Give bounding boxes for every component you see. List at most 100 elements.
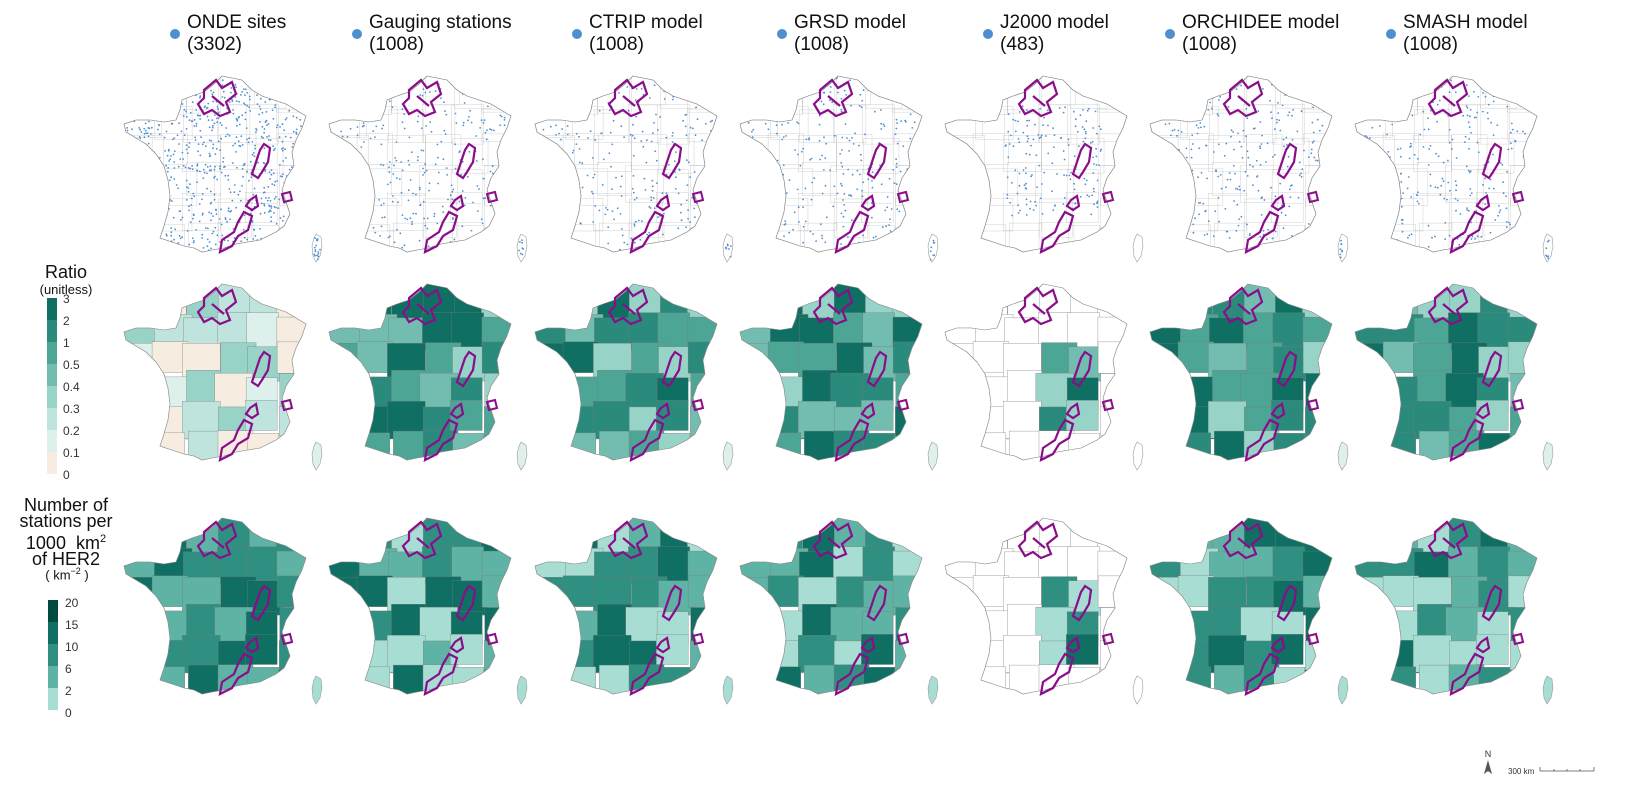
station-point bbox=[1506, 105, 1509, 108]
station-point bbox=[1051, 162, 1054, 165]
station-point bbox=[292, 115, 295, 118]
station-point bbox=[1035, 204, 1037, 207]
station-point bbox=[219, 167, 221, 170]
station-point bbox=[1193, 80, 1195, 83]
station-point bbox=[355, 76, 358, 78]
station-point bbox=[400, 191, 403, 194]
station-point bbox=[895, 183, 898, 186]
station-point bbox=[1218, 85, 1220, 87]
station-point bbox=[742, 120, 744, 123]
station-point bbox=[1192, 231, 1195, 234]
station-point bbox=[556, 115, 559, 117]
station-point bbox=[910, 226, 913, 229]
her2-region bbox=[945, 198, 982, 234]
corsica-outline bbox=[1132, 675, 1144, 705]
station-point bbox=[568, 205, 571, 208]
station-point bbox=[198, 203, 201, 205]
station-point bbox=[138, 216, 141, 219]
her2-region bbox=[1150, 664, 1184, 694]
station-point bbox=[260, 97, 262, 100]
station-point bbox=[388, 166, 390, 169]
station-point bbox=[1499, 162, 1502, 164]
station-point bbox=[276, 91, 278, 94]
her2-region bbox=[861, 634, 894, 665]
highlight-region-north bbox=[196, 286, 238, 326]
map-panel bbox=[534, 517, 734, 705]
station-point bbox=[362, 122, 365, 124]
station-point bbox=[466, 91, 469, 94]
station-point bbox=[790, 104, 793, 107]
station-point bbox=[1085, 120, 1088, 123]
her2-region bbox=[687, 284, 717, 321]
station-point bbox=[685, 134, 688, 136]
station-point bbox=[1276, 121, 1278, 124]
station-point bbox=[213, 193, 216, 196]
station-point bbox=[353, 185, 356, 188]
highlight-region-north bbox=[1427, 78, 1469, 118]
station-point bbox=[251, 153, 254, 156]
station-point bbox=[553, 184, 555, 187]
station-point bbox=[932, 254, 935, 257]
station-point bbox=[152, 106, 155, 108]
station-point bbox=[808, 250, 810, 252]
station-point bbox=[348, 238, 350, 241]
station-point bbox=[783, 235, 785, 238]
her2-region bbox=[124, 609, 162, 650]
station-point bbox=[903, 80, 906, 83]
station-point bbox=[135, 97, 137, 99]
station-point bbox=[187, 187, 190, 189]
station-point bbox=[1170, 151, 1173, 153]
station-point bbox=[476, 185, 479, 187]
station-point bbox=[295, 131, 298, 134]
station-point bbox=[1422, 146, 1425, 148]
station-point bbox=[1083, 177, 1086, 180]
station-point bbox=[750, 250, 753, 252]
her2-region bbox=[245, 192, 278, 223]
station-point bbox=[1402, 192, 1404, 194]
station-point bbox=[144, 113, 146, 116]
station-point bbox=[395, 141, 398, 143]
station-point bbox=[551, 179, 554, 182]
station-point bbox=[1516, 130, 1519, 133]
station-point bbox=[569, 240, 572, 243]
station-point bbox=[1083, 128, 1086, 131]
station-point bbox=[1277, 112, 1280, 114]
station-point bbox=[1073, 110, 1075, 113]
station-point bbox=[1499, 237, 1502, 240]
station-point bbox=[793, 211, 796, 214]
station-point bbox=[740, 229, 742, 232]
station-point bbox=[888, 224, 890, 227]
station-point bbox=[809, 158, 811, 161]
station-point bbox=[1377, 234, 1380, 237]
station-point bbox=[281, 140, 284, 143]
her2-region bbox=[1271, 192, 1304, 223]
station-point bbox=[776, 159, 779, 162]
station-point bbox=[1431, 236, 1433, 239]
her2-region bbox=[656, 634, 689, 665]
station-point bbox=[671, 141, 674, 143]
her2-region bbox=[1507, 575, 1537, 608]
station-point bbox=[145, 236, 148, 239]
station-point bbox=[609, 131, 612, 134]
station-point bbox=[344, 96, 346, 99]
station-point bbox=[1508, 246, 1511, 248]
station-point bbox=[281, 230, 284, 233]
station-point bbox=[1329, 167, 1332, 170]
her2-region bbox=[1382, 432, 1416, 460]
station-point bbox=[189, 90, 192, 92]
station-point bbox=[1427, 164, 1430, 166]
station-point bbox=[909, 113, 912, 116]
station-point bbox=[1094, 110, 1097, 113]
station-point bbox=[186, 78, 189, 81]
station-point bbox=[1547, 257, 1550, 260]
station-point bbox=[440, 97, 442, 99]
her2-region bbox=[481, 341, 511, 374]
station-point bbox=[1401, 205, 1403, 208]
station-point bbox=[1227, 105, 1230, 108]
station-point bbox=[550, 125, 552, 128]
station-point bbox=[1389, 226, 1392, 228]
station-point bbox=[1214, 210, 1217, 213]
station-point bbox=[183, 79, 186, 82]
station-point bbox=[176, 134, 179, 137]
station-point bbox=[888, 177, 891, 180]
